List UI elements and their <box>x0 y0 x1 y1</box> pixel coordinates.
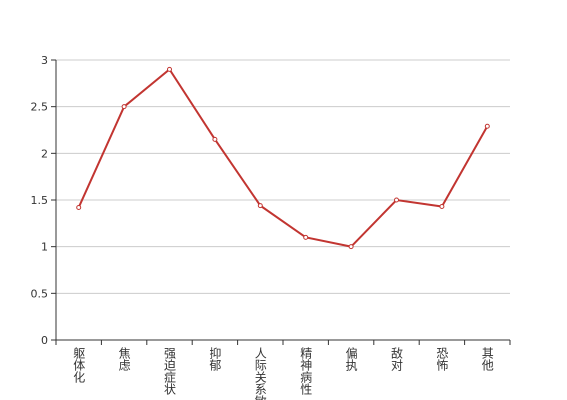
point <box>303 234 309 240</box>
y-tick-label: 0.5 <box>31 287 49 300</box>
point <box>167 66 172 72</box>
line <box>77 67 489 248</box>
point <box>257 203 263 209</box>
x-tick-label: 躯体化 <box>72 346 86 384</box>
point <box>484 123 490 129</box>
point <box>348 244 354 250</box>
y-tick-label: 1 <box>41 241 48 254</box>
x-tick-label: 强迫症状 <box>163 347 177 395</box>
x-tick-label: 焦虑 <box>117 347 131 371</box>
x-tick-label: 恐怖 <box>435 347 449 371</box>
point <box>212 136 218 142</box>
y-tick-label: 2.5 <box>31 101 49 114</box>
y-tick-label: 3 <box>41 54 48 67</box>
x-tick-label: 偏执 <box>344 346 358 372</box>
y-tick-label: 0 <box>41 334 48 347</box>
point <box>439 204 445 210</box>
point <box>121 104 127 110</box>
y-tick-label: 1.5 <box>31 194 49 207</box>
x-tick-label: 敌对 <box>390 346 404 371</box>
x-tick-label: 精神病性 <box>299 347 313 396</box>
point <box>394 197 399 203</box>
y-tick-label: 2 <box>41 147 48 160</box>
x-tick-label: 其他 <box>480 347 494 371</box>
point <box>76 204 82 210</box>
x-tick-label: 人际关系敏感 <box>253 347 267 400</box>
x-tick-label: 抑郁 <box>208 346 222 372</box>
